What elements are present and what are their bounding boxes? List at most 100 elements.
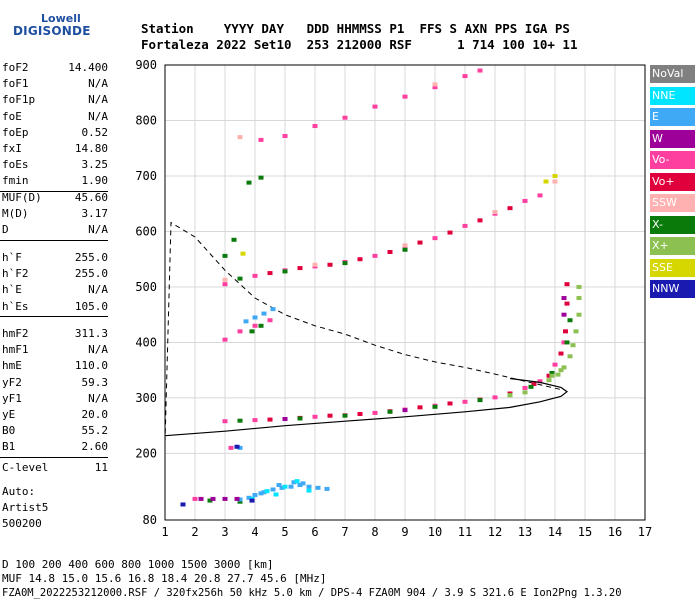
profile-line-solid bbox=[164, 377, 569, 437]
param-row-foep: foEp 0.52 bbox=[2, 125, 108, 141]
data-point-x bbox=[567, 354, 573, 359]
legend-item-nne: NNE bbox=[650, 86, 695, 105]
param-value: 0.52 bbox=[81, 125, 109, 139]
data-point-vo bbox=[312, 414, 318, 419]
param-name: B1 bbox=[2, 440, 16, 454]
param-row-b1: B1 2.60 bbox=[2, 439, 108, 455]
data-point-vo bbox=[267, 318, 273, 323]
autoscale-label: Auto: bbox=[2, 485, 36, 498]
param-separator bbox=[0, 190, 108, 192]
data-point-e bbox=[246, 495, 252, 500]
x-tick-label: 11 bbox=[458, 525, 472, 539]
data-point-x bbox=[237, 418, 243, 423]
data-point-vo bbox=[447, 230, 453, 235]
data-point-vo bbox=[563, 329, 568, 334]
param-name: yF1 bbox=[2, 391, 22, 405]
x-tick-label: 8 bbox=[371, 525, 378, 539]
data-point-vo bbox=[432, 236, 438, 241]
legend-item-x: X- bbox=[650, 215, 695, 234]
data-point-e bbox=[306, 484, 312, 489]
data-point-e bbox=[276, 483, 282, 488]
data-point-vo bbox=[267, 417, 273, 422]
param-name: h`F bbox=[2, 251, 22, 264]
y-tick-label: 80 bbox=[143, 513, 157, 527]
data-point-vo bbox=[537, 193, 543, 198]
plot-frame bbox=[164, 64, 646, 521]
data-point-x bbox=[576, 296, 582, 301]
param-value: 20.0 bbox=[81, 408, 109, 421]
param-value: N/A bbox=[88, 77, 108, 91]
data-point-ssw bbox=[237, 135, 243, 140]
param-name: foEp bbox=[2, 125, 29, 139]
data-point-vo bbox=[552, 362, 558, 367]
param-value: 255.0 bbox=[74, 251, 108, 264]
data-point-x bbox=[561, 365, 567, 370]
data-point-vo bbox=[327, 262, 333, 267]
legend-item-e: E bbox=[650, 108, 695, 126]
data-point-x bbox=[477, 398, 483, 403]
data-point-x bbox=[342, 413, 348, 418]
footer-muf-row: MUF 14.8 15.0 15.6 16.8 18.4 20.8 27.7 4… bbox=[2, 572, 327, 585]
data-point-x bbox=[246, 180, 252, 185]
data-point-vo bbox=[558, 351, 564, 356]
data-point-e bbox=[237, 497, 243, 502]
data-point-x bbox=[576, 284, 582, 289]
data-point-vo bbox=[462, 399, 468, 404]
header-values: Fortaleza 2022 Set10 253 212000 RSF 1 71… bbox=[141, 37, 578, 52]
data-point-vo bbox=[492, 395, 498, 400]
x-tick-label: 15 bbox=[578, 525, 592, 539]
data-point-ssw bbox=[432, 82, 438, 87]
data-point-x bbox=[549, 370, 555, 375]
param-name: foF1 bbox=[2, 77, 29, 91]
param-row-hme: hmE 110.0 bbox=[2, 358, 108, 374]
data-point-e bbox=[288, 484, 294, 489]
data-point-nne bbox=[273, 492, 279, 497]
param-name: h`F2 bbox=[2, 267, 29, 281]
footer-distance-row: D 100 200 400 600 800 1000 1500 3000 [km… bbox=[2, 558, 274, 571]
param-value: 311.3 bbox=[74, 327, 108, 340]
data-point-vo bbox=[342, 115, 348, 120]
param-value: N/A bbox=[88, 343, 108, 357]
data-point-x bbox=[522, 390, 528, 395]
param-row-yf2: yF2 59.3 bbox=[2, 375, 108, 391]
data-point-w bbox=[234, 496, 240, 501]
data-point-vo bbox=[387, 249, 393, 254]
param-value: 14.80 bbox=[74, 142, 108, 155]
param-value: 55.2 bbox=[81, 424, 109, 438]
param-value: N/A bbox=[88, 109, 108, 123]
param-name: foF1p bbox=[2, 93, 36, 107]
data-point-vo bbox=[228, 445, 234, 450]
data-point-vo bbox=[222, 282, 228, 287]
data-point-vo bbox=[372, 410, 378, 415]
param-value: 255.0 bbox=[74, 267, 108, 281]
legend-item-sse: SSE bbox=[650, 258, 695, 277]
data-point-x bbox=[207, 498, 213, 503]
x-tick-label: 6 bbox=[311, 525, 318, 539]
param-row-mufd: MUF(D) 45.60 bbox=[2, 190, 108, 206]
x-tick-label: 3 bbox=[221, 525, 228, 539]
data-point-x bbox=[237, 276, 243, 281]
data-point-nne bbox=[282, 484, 288, 489]
param-row-yf1: yF1 N/A bbox=[2, 391, 108, 407]
data-point-vo bbox=[312, 124, 318, 129]
data-point-vo bbox=[372, 104, 378, 109]
param-row-he: h`E N/A bbox=[2, 282, 108, 298]
param-row-fof1: foF1 N/A bbox=[2, 76, 108, 92]
data-point-nnw bbox=[234, 444, 240, 449]
data-point-x bbox=[282, 269, 288, 274]
data-point-vo bbox=[237, 329, 243, 334]
data-point-ssw bbox=[402, 243, 408, 248]
param-row-foes: foEs 3.25 bbox=[2, 157, 108, 173]
param-name: h`Es bbox=[2, 299, 29, 313]
param-value: N/A bbox=[88, 283, 108, 297]
data-point-vo bbox=[477, 218, 483, 223]
data-point-ssw bbox=[552, 179, 558, 184]
param-name: B0 bbox=[2, 424, 16, 438]
data-point-ssw bbox=[492, 210, 498, 215]
param-row-b0: B0 55.2 bbox=[2, 423, 108, 439]
data-point-vo bbox=[462, 223, 468, 228]
data-point-e bbox=[237, 445, 243, 450]
data-point-vo bbox=[372, 253, 378, 258]
param-row-fof2: foF2 14.400 bbox=[2, 60, 108, 76]
data-point-vo bbox=[252, 323, 258, 328]
